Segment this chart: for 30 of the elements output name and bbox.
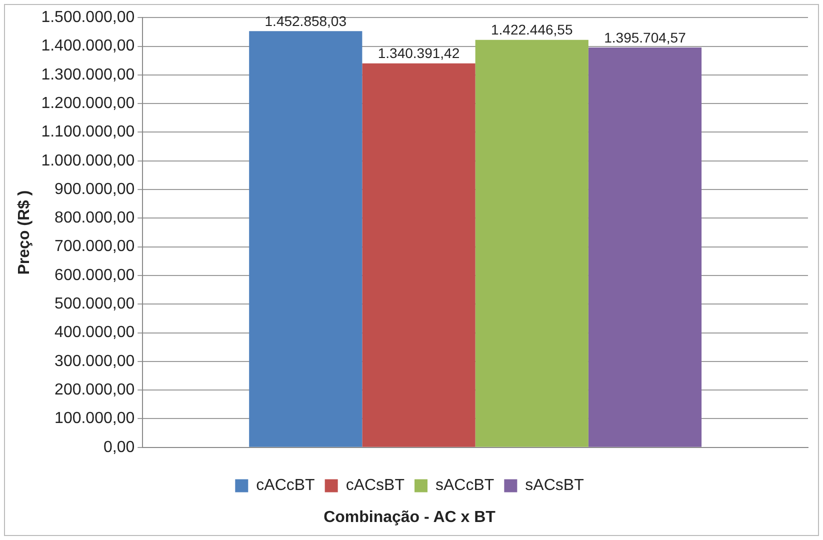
y-tick-label: 800.000,00 — [54, 210, 135, 227]
legend-label: sACsBT — [525, 477, 584, 494]
y-tick-label: 1.200.000,00 — [41, 94, 135, 112]
y-tick-label: 1.100.000,00 — [41, 124, 135, 141]
legend-label: sACcBT — [436, 477, 494, 494]
bar — [588, 47, 702, 447]
data-label: 1.340.391,42 — [378, 45, 460, 62]
data-label: 1.395.704,57 — [604, 29, 686, 46]
y-tick-label: 1.000.000,00 — [41, 152, 135, 170]
legend-label: cACsBT — [346, 477, 405, 494]
y-tick-label: 0,00 — [103, 438, 135, 456]
legend-label: cACcBT — [256, 477, 316, 494]
y-tick-label: 700.000,00 — [54, 238, 135, 256]
y-tick-label: 1.300.000,00 — [41, 66, 135, 84]
y-tick-label: 100.000,00 — [54, 410, 135, 428]
y-tick-label: 1.400.000,00 — [41, 38, 135, 55]
x-axis-title: Combinação - AC x BT — [324, 508, 496, 526]
y-tick-label: 200.000,00 — [54, 382, 135, 398]
bar — [362, 63, 476, 447]
y-tick-label: 600.000,00 — [54, 266, 135, 284]
y-tick-label: 400.000,00 — [54, 324, 135, 342]
y-axis-title: Preço (R$ ) — [16, 190, 34, 275]
y-tick-label: 300.000,00 — [54, 352, 135, 370]
y-tick-label: 500.000,00 — [54, 296, 135, 313]
y-tick-label: 1.500.000,00 — [41, 9, 135, 26]
bar — [475, 40, 588, 447]
y-tick-label: 900.000,00 — [54, 180, 135, 198]
data-label: 1.452.858,03 — [264, 12, 347, 29]
data-label: 1.422.446,55 — [490, 22, 573, 38]
bar — [249, 31, 362, 447]
